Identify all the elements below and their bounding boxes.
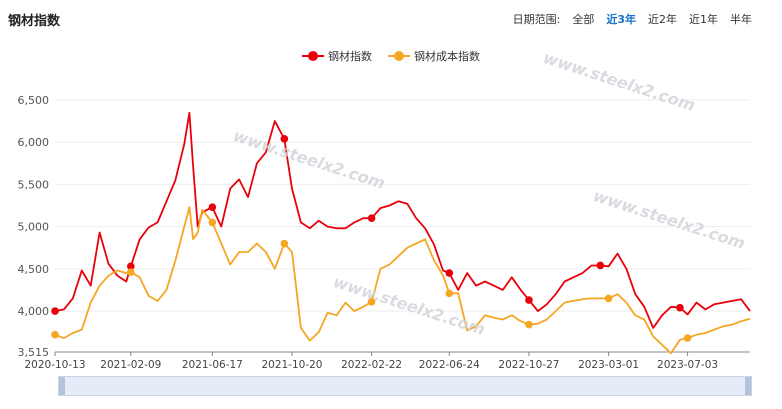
legend-label-steel: 钢材指数 xyxy=(328,50,372,63)
data-point-steel xyxy=(525,296,533,304)
x-tick-label: 2021-02-09 xyxy=(100,359,161,371)
legend-label-cost: 钢材成本指数 xyxy=(414,50,480,63)
data-point-cost xyxy=(445,289,454,298)
series-line-steel-index xyxy=(54,111,751,329)
range-option-all[interactable]: 全部 xyxy=(572,13,595,26)
data-point-steel xyxy=(676,303,684,312)
data-point-cost xyxy=(683,334,692,342)
legend-swatch-steel xyxy=(302,51,324,61)
y-tick-label: 6,500 xyxy=(18,94,50,107)
data-point-steel xyxy=(280,135,289,143)
data-point-cost xyxy=(280,239,289,248)
x-tick-label: 2022-02-22 xyxy=(341,359,402,371)
y-tick-label: 4,000 xyxy=(18,305,50,318)
data-point-steel xyxy=(367,214,376,222)
y-tick-label: 6,000 xyxy=(18,136,50,149)
series-line-cost-index xyxy=(54,206,751,355)
zoom-handle-right[interactable] xyxy=(745,377,751,395)
legend-item-cost-index[interactable]: 钢材成本指数 xyxy=(388,48,480,64)
data-point-steel xyxy=(208,203,217,212)
legend-item-steel-index[interactable]: 钢材指数 xyxy=(302,48,372,64)
y-tick-label: 5,000 xyxy=(18,221,50,234)
x-tick-label: 2022-06-24 xyxy=(419,359,480,371)
zoom-handle-left[interactable] xyxy=(59,377,65,395)
data-point-cost xyxy=(604,294,613,303)
y-tick-label: 5,500 xyxy=(18,178,50,191)
x-tick-label: 2023-07-03 xyxy=(657,359,718,371)
range-option-3y[interactable]: 近3年 xyxy=(606,13,636,26)
range-option-half-year[interactable]: 半年 xyxy=(730,13,752,26)
x-tick-label: 2021-10-20 xyxy=(261,359,322,371)
data-point-steel xyxy=(51,307,59,315)
date-range-selector: 日期范围: 全部 近3年 近2年 近1年 半年 xyxy=(513,11,752,27)
x-tick-label: 2022-10-27 xyxy=(498,359,559,371)
range-option-2y[interactable]: 近2年 xyxy=(648,13,677,26)
legend-swatch-cost xyxy=(388,51,410,61)
data-zoom-slider[interactable] xyxy=(58,376,752,396)
data-point-steel xyxy=(596,261,605,270)
chart-legend: 钢材指数 钢材成本指数 xyxy=(0,48,782,64)
x-tick-label: 2021-06-17 xyxy=(182,359,243,371)
data-point-cost xyxy=(208,218,217,227)
y-tick-label: 3,515 xyxy=(18,346,50,359)
data-point-cost xyxy=(127,268,135,277)
data-point-cost xyxy=(367,297,376,306)
date-range-label: 日期范围: xyxy=(512,13,561,26)
data-point-steel xyxy=(127,262,135,271)
y-tick-label: 4,500 xyxy=(18,263,50,276)
data-point-cost xyxy=(525,320,533,329)
data-point-cost xyxy=(51,330,59,339)
range-option-1y[interactable]: 近1年 xyxy=(689,13,718,26)
x-tick-label: 2023-03-01 xyxy=(578,359,639,371)
x-tick-label: 2020-10-13 xyxy=(24,359,85,371)
data-point-steel xyxy=(445,269,454,277)
chart-title: 钢材指数 xyxy=(8,14,61,29)
